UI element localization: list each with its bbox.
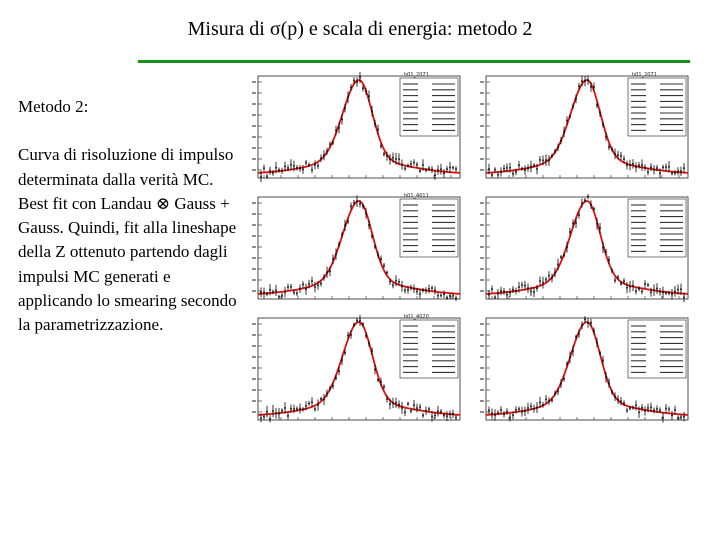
histogram-name: h01_4011 [404, 193, 429, 199]
plot-frame [257, 75, 461, 179]
plot-frame [257, 317, 461, 421]
method-heading: Metodo 2: [18, 97, 89, 116]
histogram-name: h01_4020 [404, 314, 429, 320]
plot-frame [485, 196, 689, 300]
method-description: Curva di risoluzione di impulso determin… [18, 145, 237, 335]
plot-frame [485, 75, 689, 179]
histogram-plot-bottom-left: h01_4020 [250, 314, 468, 426]
paragraph-spacer [18, 119, 243, 143]
histogram-plot-bottom-right [478, 314, 696, 426]
histogram-plot-top-left: h01_2071 [250, 72, 468, 184]
histogram-plot-middle-right [478, 193, 696, 305]
slide-title: Misura di σ(p) e scala di energia: metod… [187, 18, 533, 40]
histogram-plot-top-right: h01_2071 [478, 72, 696, 184]
histogram-name: h01_2071 [404, 72, 429, 78]
histogram-plot-middle-left: h01_4011 [250, 193, 468, 305]
histogram-name: h01_2071 [632, 72, 657, 78]
title-underline [138, 60, 690, 63]
plot-frame [257, 196, 461, 300]
plot-frame [485, 317, 689, 421]
body-text: Metodo 2: Curva di risoluzione di impuls… [18, 95, 243, 338]
